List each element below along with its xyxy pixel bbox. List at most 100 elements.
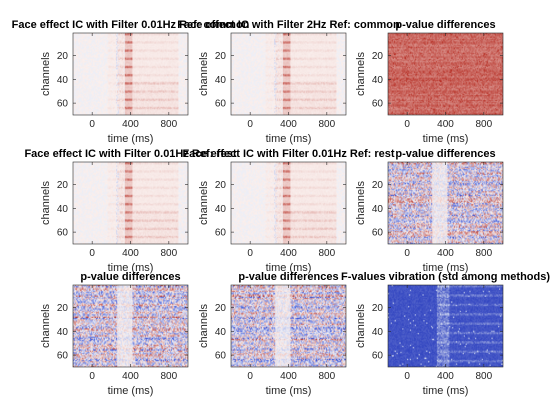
y-axis-label: channels	[40, 180, 52, 225]
y-tick-label: 40	[57, 327, 69, 338]
y-tick-label: 40	[57, 75, 69, 86]
x-tick-label: 800	[160, 119, 177, 130]
y-tick-label: 20	[57, 303, 69, 314]
subplot-title: F-values vibration (std among methods)	[341, 271, 550, 283]
y-axis-label: channels	[198, 180, 210, 225]
x-axis-label: time (ms)	[423, 262, 469, 274]
x-tick-label: 400	[437, 248, 454, 259]
x-tick-label: 400	[122, 248, 139, 259]
subplot-5: 0 400 800 20 40 60 time (ms) channels	[198, 161, 347, 274]
y-tick-label: 20	[57, 51, 69, 62]
subplot-title: p-value differences	[80, 271, 180, 283]
x-tick-label: 0	[404, 119, 410, 130]
y-tick-label: 60	[57, 228, 69, 239]
y-tick-label: 60	[215, 228, 227, 239]
y-tick-label: 20	[215, 180, 227, 191]
x-tick-label: 400	[280, 119, 297, 130]
heatmap-image	[231, 33, 346, 115]
y-tick-label: 20	[372, 303, 384, 314]
y-axis-label: channels	[198, 303, 210, 348]
x-tick-label: 800	[318, 248, 335, 259]
x-tick-label: 0	[247, 119, 253, 130]
heatmap-image	[388, 285, 503, 367]
y-tick-label: 20	[57, 180, 69, 191]
x-tick-label: 800	[318, 371, 335, 382]
y-tick-label: 40	[215, 327, 227, 338]
y-tick-label: 40	[372, 75, 384, 86]
y-tick-label: 60	[215, 351, 227, 362]
y-axis-label: channels	[40, 51, 52, 96]
subplot-title: p-value differences	[395, 148, 495, 160]
y-axis-label: channels	[355, 180, 367, 225]
x-tick-label: 0	[247, 248, 253, 259]
x-axis-label: time (ms)	[108, 133, 154, 145]
subplot-6: 0 400 800 20 40 60 time (ms) channels	[355, 161, 504, 274]
subplot-3: 0 400 800 20 40 60 time (ms) channels	[355, 32, 504, 145]
x-tick-label: 0	[404, 248, 410, 259]
y-axis-label: channels	[40, 303, 52, 348]
y-tick-label: 40	[215, 204, 227, 215]
x-tick-label: 400	[122, 119, 139, 130]
y-tick-label: 60	[372, 351, 384, 362]
x-axis-label: time (ms)	[266, 133, 312, 145]
x-tick-label: 0	[247, 371, 253, 382]
y-tick-label: 60	[372, 99, 384, 110]
y-tick-label: 40	[57, 204, 69, 215]
x-axis-label: time (ms)	[423, 133, 469, 145]
y-axis-label: channels	[355, 51, 367, 96]
heatmap-image	[388, 33, 503, 115]
x-tick-label: 400	[280, 248, 297, 259]
y-tick-label: 60	[57, 351, 69, 362]
subplot-title: Face effect IC with Filter 0.01Hz Ref: r…	[182, 148, 394, 160]
x-tick-label: 800	[160, 248, 177, 259]
subplot-8: 0 400 800 20 40 60 time (ms) channels	[198, 284, 347, 397]
y-tick-label: 40	[372, 327, 384, 338]
heatmap-image	[231, 285, 346, 367]
y-tick-label: 40	[372, 204, 384, 215]
heatmap-image	[231, 162, 346, 244]
subplot-9: 0 400 800 20 40 60 time (ms) channels	[355, 284, 504, 397]
x-tick-label: 400	[280, 371, 297, 382]
y-tick-label: 20	[215, 303, 227, 314]
x-tick-label: 800	[318, 119, 335, 130]
y-axis-label: channels	[355, 303, 367, 348]
y-tick-label: 60	[372, 228, 384, 239]
x-tick-label: 400	[437, 119, 454, 130]
x-tick-label: 400	[437, 371, 454, 382]
subplot-title: p-value differences	[395, 19, 495, 31]
subplot-title: Face effect IC with Filter 0.01Hz Ref: r…	[24, 148, 236, 160]
y-tick-label: 40	[215, 75, 227, 86]
y-tick-label: 20	[215, 51, 227, 62]
x-axis-label: time (ms)	[423, 385, 469, 397]
heatmap-image	[73, 162, 188, 244]
heatmap-image	[388, 162, 503, 244]
heatmap-image	[73, 33, 188, 115]
x-tick-label: 800	[475, 119, 492, 130]
y-tick-label: 60	[57, 99, 69, 110]
subplot-title: Face effect IC with Filter 2Hz Ref: comm…	[177, 19, 400, 31]
x-tick-label: 0	[89, 119, 95, 130]
x-axis-label: time (ms)	[108, 385, 154, 397]
x-tick-label: 0	[89, 371, 95, 382]
subplot-2: 0 400 800 20 40 60 time (ms) channels	[198, 32, 347, 145]
subplot-1: 0 400 800 20 40 60 time (ms) channels	[40, 32, 189, 145]
x-tick-label: 800	[160, 371, 177, 382]
x-axis-label: time (ms)	[266, 385, 312, 397]
subplot-title: p-value differences	[238, 271, 338, 283]
y-tick-label: 20	[372, 180, 384, 191]
x-tick-label: 0	[404, 371, 410, 382]
x-tick-label: 0	[89, 248, 95, 259]
x-tick-label: 800	[475, 248, 492, 259]
heatmap-image	[73, 285, 188, 367]
subplot-7: 0 400 800 20 40 60 time (ms) channels	[40, 284, 189, 397]
y-tick-label: 20	[372, 51, 384, 62]
x-axis-label: time (ms)	[266, 262, 312, 274]
subplot-4: 0 400 800 20 40 60 time (ms) channels	[40, 161, 189, 274]
x-tick-label: 800	[475, 371, 492, 382]
x-tick-label: 400	[122, 371, 139, 382]
y-axis-label: channels	[198, 51, 210, 96]
subplot-title: Face effect IC with Filter 0.01Hz Ref: c…	[12, 19, 250, 31]
x-axis-label: time (ms)	[108, 262, 154, 274]
y-tick-label: 60	[215, 99, 227, 110]
